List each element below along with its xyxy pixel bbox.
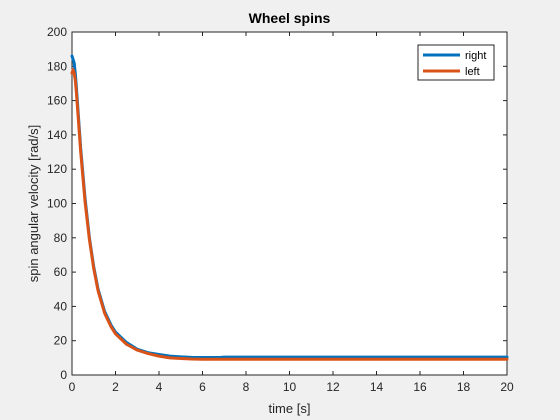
series-layer	[70, 54, 509, 361]
legend: right left	[417, 44, 495, 81]
y-tick-label: 20	[54, 334, 68, 348]
y-axis-label: spin angular velocity [rad/s]	[26, 125, 41, 283]
x-tick-label: 8	[243, 380, 250, 394]
y-tick-label: 160	[47, 94, 67, 108]
x-tick-label: 16	[413, 380, 427, 394]
series-line-left	[70, 68, 509, 361]
x-tick-label: 10	[283, 380, 297, 394]
x-tick-label: 20	[500, 380, 514, 394]
legend-label-right: right	[465, 50, 486, 62]
y-tick-label: 60	[54, 265, 68, 279]
x-tick-label: 6	[199, 380, 206, 394]
y-axis-ticks: 0 20 40 60 80 100 120 140 160 180 200	[47, 25, 507, 382]
y-tick-label: 0	[60, 368, 67, 382]
x-tick-label: 18	[457, 380, 471, 394]
x-axis-label: time [s]	[269, 401, 311, 416]
x-axis-ticks: 0 2 4 6 8 10 12 14 16 18 20	[69, 32, 514, 394]
y-tick-label: 200	[47, 25, 67, 39]
x-tick-label: 14	[370, 380, 384, 394]
y-tick-label: 40	[54, 299, 68, 313]
x-tick-label: 12	[326, 380, 340, 394]
x-tick-label: 4	[156, 380, 163, 394]
y-tick-label: 80	[54, 231, 68, 245]
y-tick-label: 180	[47, 59, 67, 73]
plot-area	[71, 31, 508, 376]
chart-title: Wheel spins	[249, 10, 331, 26]
legend-box	[417, 44, 495, 81]
legend-label-left: left	[465, 66, 480, 78]
y-tick-label: 100	[47, 197, 67, 211]
x-tick-label: 2	[112, 380, 119, 394]
x-tick-label: 0	[69, 380, 76, 394]
y-tick-label: 140	[47, 128, 67, 142]
y-tick-label: 120	[47, 162, 67, 176]
